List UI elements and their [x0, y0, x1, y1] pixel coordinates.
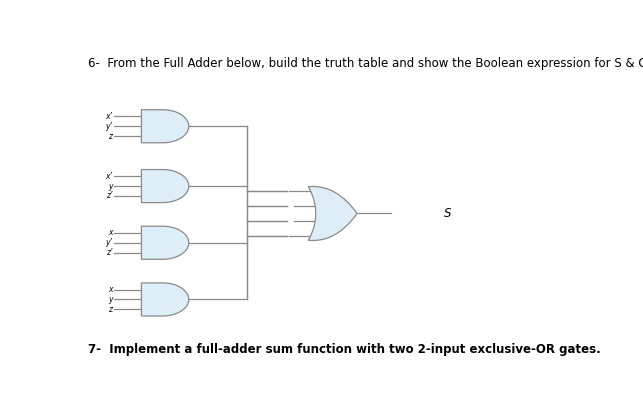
Text: z: z	[109, 305, 113, 314]
Text: y’: y’	[105, 238, 113, 247]
Polygon shape	[309, 187, 357, 240]
Polygon shape	[141, 170, 189, 202]
Text: z’: z’	[106, 248, 113, 257]
Polygon shape	[141, 110, 189, 143]
Polygon shape	[141, 226, 189, 259]
Text: 6-  From the Full Adder below, build the truth table and show the Boolean expres: 6- From the Full Adder below, build the …	[88, 57, 643, 70]
Text: z’: z’	[106, 191, 113, 200]
Text: y’: y’	[105, 122, 113, 131]
Text: y: y	[108, 182, 113, 191]
Text: y: y	[108, 295, 113, 304]
Text: x: x	[108, 285, 113, 294]
Text: x: x	[108, 228, 113, 237]
Text: x’: x’	[105, 172, 113, 181]
Polygon shape	[141, 283, 189, 316]
Text: x’: x’	[105, 112, 113, 121]
Text: 7-  Implement a full-adder sum function with two 2-input exclusive-OR gates.: 7- Implement a full-adder sum function w…	[88, 343, 601, 356]
Text: S: S	[444, 207, 451, 220]
Text: z: z	[109, 132, 113, 141]
